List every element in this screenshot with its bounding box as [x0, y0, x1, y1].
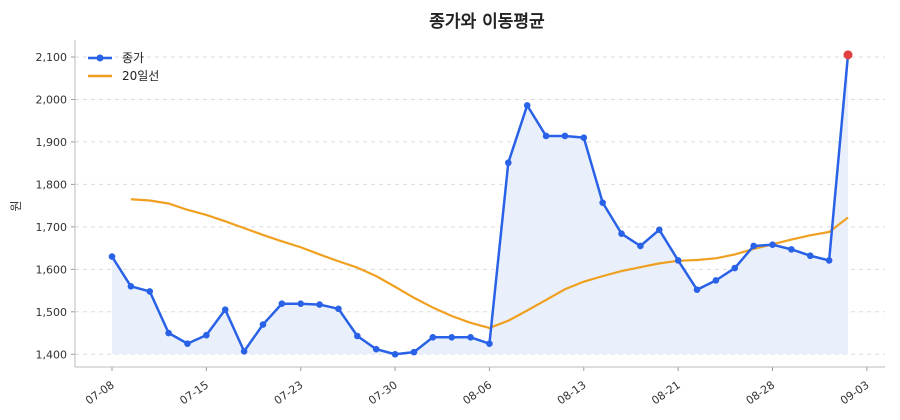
close-point	[354, 332, 361, 340]
close-area	[112, 54, 848, 355]
close-point	[505, 159, 512, 167]
series	[108, 50, 853, 358]
close-point	[769, 241, 776, 248]
close-point	[693, 286, 701, 294]
close-point	[240, 347, 248, 355]
close-point	[165, 329, 172, 337]
close-point	[391, 350, 399, 358]
x-tick-label: 08-06	[461, 378, 495, 407]
y-tick-label: 2,100	[36, 51, 68, 64]
close-point	[184, 340, 191, 347]
close-point	[825, 257, 833, 264]
close-last-point	[843, 50, 853, 60]
close-point	[788, 246, 795, 253]
y-tick-label: 1,700	[36, 221, 68, 234]
y-axis-label: 원	[9, 200, 23, 211]
close-point	[297, 300, 305, 308]
close-point	[637, 242, 644, 250]
close-point	[316, 301, 323, 308]
x-tick-label: 08-13	[555, 378, 589, 407]
y-tick-label: 2,000	[36, 93, 68, 106]
close-point	[523, 102, 531, 109]
close-point	[410, 348, 418, 356]
y-tick-label: 1,800	[36, 178, 68, 191]
close-point	[731, 264, 739, 272]
close-point	[655, 226, 663, 234]
close-point	[448, 333, 455, 341]
close-point	[561, 132, 569, 140]
close-line	[110, 54, 850, 356]
x-tick-label: 07-23	[272, 378, 306, 407]
close-point	[127, 283, 135, 290]
legend-close-marker	[96, 54, 104, 62]
y-tick-label: 1,400	[36, 348, 68, 361]
chart-title: 종가와 이동평균	[429, 12, 545, 32]
x-tick-label: 07-30	[366, 378, 400, 407]
close-point	[467, 333, 474, 341]
close-point	[203, 331, 210, 339]
close-point	[429, 333, 437, 341]
y-tick-label: 1,900	[36, 136, 68, 149]
close-point	[674, 257, 682, 264]
x-tick-label: 08-28	[744, 378, 778, 407]
close-point	[486, 340, 493, 347]
close-point	[580, 134, 588, 141]
close-point	[221, 306, 229, 313]
x-tick-label: 09-03	[838, 378, 872, 407]
close-point	[599, 199, 606, 206]
close-point	[108, 253, 116, 260]
close-point	[335, 305, 342, 313]
x-tick-labels: 07-08 07-15 07-23 07-30 08-06 08-13 08-21 08-28…	[83, 378, 872, 407]
legend: 종가 20일선	[88, 51, 159, 83]
close-point	[146, 288, 154, 295]
legend-close-label: 종가	[122, 51, 144, 65]
close-point	[259, 321, 267, 328]
close-point	[750, 242, 757, 250]
y-tick-label: 1,500	[36, 306, 68, 319]
close-point	[618, 230, 625, 237]
x-tick-label: 07-15	[177, 378, 211, 407]
close-point	[806, 252, 814, 260]
close-point	[542, 132, 550, 140]
y-tick-label: 1,600	[36, 263, 68, 276]
y-tick-labels: 1,400 1,500 1,600 1,700 1,800 1,900 2,000 2,100	[36, 51, 68, 361]
axes	[71, 40, 885, 371]
legend-ma-label: 20일선	[122, 69, 159, 83]
close-point	[712, 277, 720, 284]
x-tick-label: 07-08	[83, 378, 117, 407]
x-tick-label: 08-21	[649, 378, 683, 407]
ma-line	[130, 198, 849, 330]
close-point	[278, 300, 286, 308]
close-point	[372, 345, 380, 353]
